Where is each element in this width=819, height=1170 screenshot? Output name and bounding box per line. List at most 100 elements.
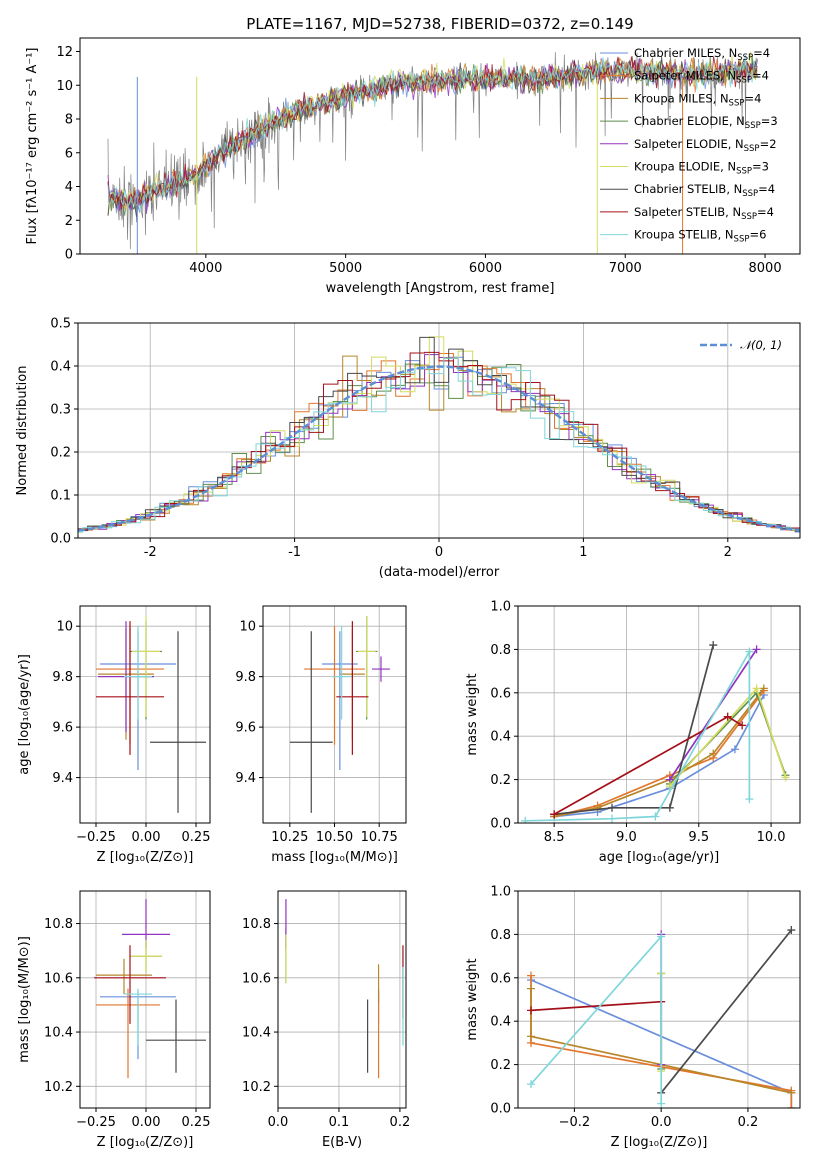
weight_vs_age-axes: 8.5 9.0 9.5 10.0 0.0 0.2 0.4 0.6 0.8 1.0 age [log₁…	[465, 600, 800, 865]
weight_vs_Z-xtick-label: −0.2	[559, 1115, 591, 1130]
weight-marker-6-2	[665, 803, 674, 812]
mass_vs_Z-xtick-label: 0.00	[132, 1115, 161, 1130]
weight_vs_Z-ylabel: mass weight	[465, 958, 480, 1040]
age_vs_mass-xlabel: mass [log₁₀(M/M⊙)]	[271, 850, 398, 865]
weight-marker-2-1	[593, 803, 602, 812]
mass_vs_ebv-xtick-label: 0.1	[329, 1115, 350, 1130]
weight-series-line-7	[530, 1000, 662, 1012]
weight-series-line-6	[554, 644, 715, 816]
weight_vs_Z-ytick-label: 0.6	[490, 971, 511, 986]
errorbar-point-6	[289, 631, 333, 813]
errorbar-point-1	[304, 626, 365, 745]
spectrum-ytick-label: 12	[56, 45, 73, 60]
weight_vs_age-ytick-label: 0.8	[490, 643, 511, 658]
age_vs_mass-ytick-label: 9.4	[235, 771, 256, 786]
weight-marker-2-0	[527, 984, 536, 993]
weight_vs_age-xlabel: age [log₁₀(age/yr)]	[599, 850, 720, 865]
age_vs_Z-xtick-label: −0.25	[76, 830, 116, 845]
weight-marker-8-0	[527, 1080, 536, 1089]
errorbar-point-4	[372, 656, 390, 682]
residuals-axes: -2 -1 0 1 2 0.0 0.1 0.2 0.3 0.4 0.5 (data-model)/er…	[15, 317, 800, 580]
weight_vs_age-xtick-label: 8.5	[544, 830, 565, 845]
weight-marker-6-3	[709, 641, 718, 650]
residuals-ytick-label: 0.0	[50, 532, 71, 547]
mass_vs_ebv-xtick-label: 0.2	[390, 1115, 411, 1130]
spectrum-ytick-label: 10	[56, 79, 73, 94]
weight-marker-5-2	[781, 773, 790, 782]
legend-label-0: Chabrier MILES, NSSP=4	[634, 46, 770, 63]
legend-label-3: Chabrier ELODIE, NSSP=3	[634, 114, 778, 131]
mass_vs_Z-ytick-label: 10.4	[44, 1026, 73, 1041]
weight_vs_age-ytick-label: 1.0	[490, 600, 511, 615]
weight_vs_age-ytick-label: 0.4	[490, 730, 511, 745]
mass_vs_ebv-plot	[285, 899, 404, 1079]
normal-reference-curve	[78, 365, 800, 532]
weight-marker-4-1	[752, 645, 761, 654]
spectrum-xlabel: wavelength [Angstrom, rest frame]	[326, 281, 555, 296]
spectrum-ytick-label: 8	[65, 113, 73, 128]
errorbar-point-5	[357, 616, 376, 718]
weight-series-line-7	[553, 715, 743, 816]
spectrum-xtick-label: 5000	[329, 261, 362, 276]
errorbar-point-7	[96, 621, 164, 755]
errorbar-point-1	[96, 988, 160, 1079]
weight-series-line-8	[530, 934, 663, 1104]
spectrum-xtick-label: 7000	[609, 261, 642, 276]
spectrum-ytick-label: 6	[65, 146, 73, 161]
weight-marker-7-0	[550, 810, 559, 819]
weight-marker-7-1	[723, 712, 732, 721]
weight-marker-5-1	[752, 684, 761, 693]
residual-histogram-7	[78, 351, 800, 533]
residuals-xlabel: (data-model)/error	[379, 565, 500, 580]
legend-label-4: Salpeter ELODIE, NSSP=2	[634, 137, 777, 154]
spectrum-plot	[107, 51, 759, 254]
mass_vs_Z-xtick-label: −0.25	[76, 1115, 116, 1130]
age_vs_Z-frame	[79, 605, 211, 824]
weight_vs_Z-ytick-label: 0.0	[490, 1102, 511, 1117]
age_vs_mass-frame	[262, 605, 407, 824]
weight-series-line-1	[553, 690, 765, 818]
weight-marker-1-3	[787, 1104, 796, 1108]
residuals-ytick-label: 0.4	[50, 360, 71, 375]
weight_vs_Z-axes: −0.2 0.0 0.2 0.0 0.2 0.4 0.6 0.8 1.0 Z [log₁₀(Z/Z…	[465, 885, 800, 1150]
age_vs_mass-axes: 10.25 10.50 10.75 9.4 9.6 9.8 10 mass [log₁₀(M/…	[235, 606, 406, 865]
weight_vs_Z-xtick-label: 0.0	[651, 1115, 672, 1130]
mass_vs_ebv-ytick-label: 10.2	[242, 1080, 271, 1095]
residuals-xtick-label: 0	[435, 545, 443, 560]
residuals-xtick-label: 1	[579, 545, 587, 560]
legend-label-1: Salpeter MILES, NSSP=4	[634, 69, 769, 86]
spectrum-ytick-label: 4	[65, 180, 73, 195]
spectrum-frame	[79, 37, 801, 255]
weight-marker-2-4	[759, 684, 768, 693]
legend-label-8: Kroupa STELIB, NSSP=6	[634, 228, 766, 245]
age_vs_Z-axes: −0.25 0.00 0.25 9.4 9.6 9.8 10 Z [log₁₀(Z/Z⊙)] a…	[17, 606, 210, 865]
mass_vs_ebv-ytick-label: 10.8	[242, 917, 271, 932]
age_vs_mass-plot	[289, 616, 390, 813]
errorbar-point-2	[96, 958, 152, 995]
mass_vs_Z-frame	[79, 890, 211, 1109]
mass_vs_Z-xlabel: Z [log₁₀(Z/Z⊙)]	[97, 1135, 194, 1150]
mass_vs_Z-axes: −0.25 0.00 0.25 10.2 10.4 10.6 10.8 Z [log₁₀(Z/…	[17, 891, 210, 1150]
age_vs_Z-ytick-label: 9.6	[52, 721, 73, 736]
age_vs_mass-ytick-label: 9.6	[235, 721, 256, 736]
weight-marker-1-0	[527, 971, 536, 980]
weight_vs_Z-frame	[517, 890, 801, 1109]
errorbar-point-7	[94, 945, 166, 1024]
errorbar-point-8	[124, 626, 152, 720]
reference-legend-label: 𝒩(0, 1)	[740, 338, 782, 352]
age_vs_Z-xlabel: Z [log₁₀(Z/Z⊙)]	[97, 850, 194, 865]
weight_vs_Z-xlabel: Z [log₁₀(Z/Z⊙)]	[611, 1135, 708, 1150]
weight_vs_age-xtick-label: 9.0	[616, 830, 637, 845]
age_vs_Z-xtick-label: 0.25	[182, 830, 211, 845]
age_vs_Z-plot	[96, 616, 206, 813]
weight-marker-8-1	[657, 932, 666, 941]
weight_vs_Z-ytick-label: 1.0	[490, 885, 511, 900]
errorbar-point-8	[124, 988, 152, 1046]
age_vs_Z-xtick-label: 0.00	[132, 830, 161, 845]
weight-marker-8-1	[608, 814, 616, 823]
spectrum-ylabel: Flux [fλ10⁻¹⁷ erg cm⁻² s⁻¹ A⁻¹]	[25, 48, 40, 245]
errorbar-point-5	[130, 939, 162, 973]
weight_vs_Z-plot	[527, 926, 796, 1108]
legend-label-7: Salpeter STELIB, NSSP=4	[634, 205, 774, 222]
weight-marker-2-2	[787, 1088, 796, 1097]
